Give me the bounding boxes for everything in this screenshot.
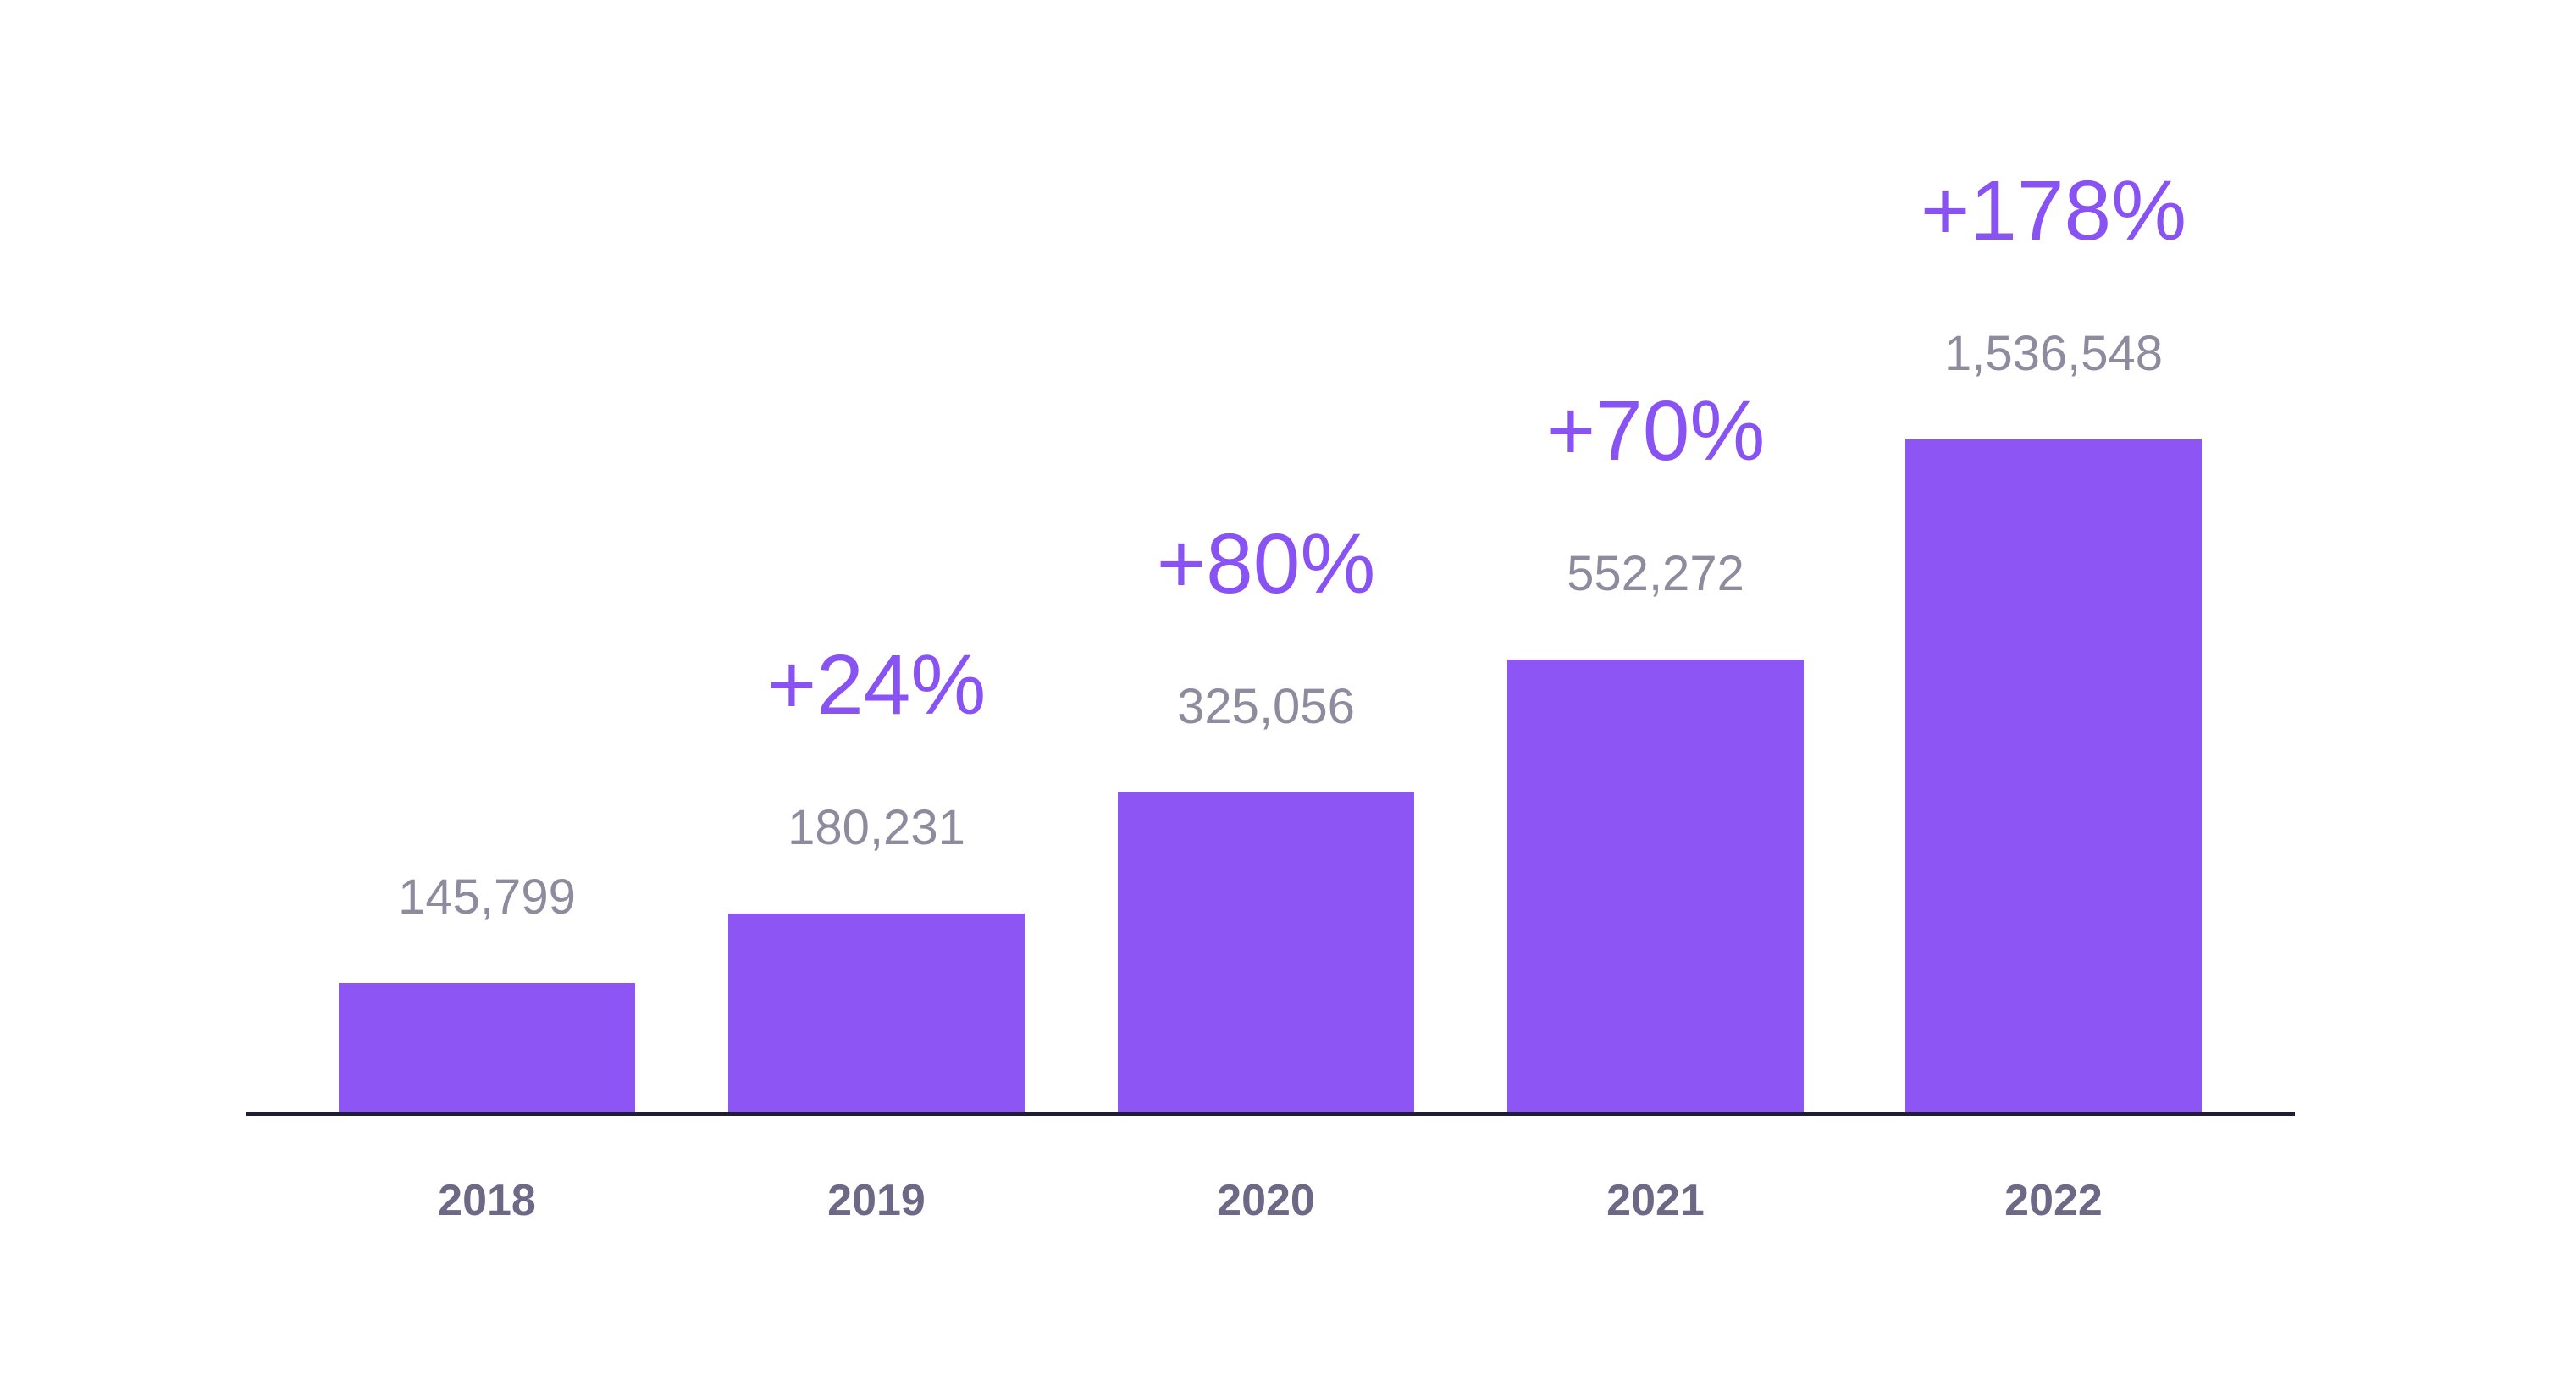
bar-group-2022: +178% 1,536,548 xyxy=(1859,0,2248,1114)
x-tick-2020: 2020 xyxy=(1217,1176,1315,1225)
value-label: 325,056 xyxy=(1177,679,1355,734)
pct-change-label: +178% xyxy=(1920,163,2187,258)
x-axis-line xyxy=(246,1112,2295,1116)
x-tick-2018: 2018 xyxy=(438,1176,536,1225)
value-label: 1,536,548 xyxy=(1943,326,2164,381)
pct-change-label: +70% xyxy=(1545,384,1766,478)
x-tick-2022: 2022 xyxy=(2004,1176,2103,1225)
bar-2021 xyxy=(1507,660,1804,1114)
bar-group-2018: 145,799 xyxy=(292,0,682,1114)
pct-change-label: +24% xyxy=(766,638,987,732)
x-tick-2019: 2019 xyxy=(827,1176,926,1225)
bar-2022 xyxy=(1905,439,2202,1114)
bar-2018 xyxy=(339,983,635,1114)
bar-2019 xyxy=(728,914,1025,1114)
bar-group-2019: +24% 180,231 xyxy=(682,0,1071,1114)
value-label: 552,272 xyxy=(1567,546,1744,601)
bar-group-2020: +80% 325,056 xyxy=(1071,0,1461,1114)
pct-change-label: +80% xyxy=(1156,516,1376,611)
bar-group-2021: +70% 552,272 xyxy=(1461,0,1850,1114)
value-label: 180,231 xyxy=(788,800,965,855)
x-tick-2021: 2021 xyxy=(1606,1176,1705,1225)
bar-2020 xyxy=(1118,792,1414,1114)
value-label: 145,799 xyxy=(398,870,576,925)
